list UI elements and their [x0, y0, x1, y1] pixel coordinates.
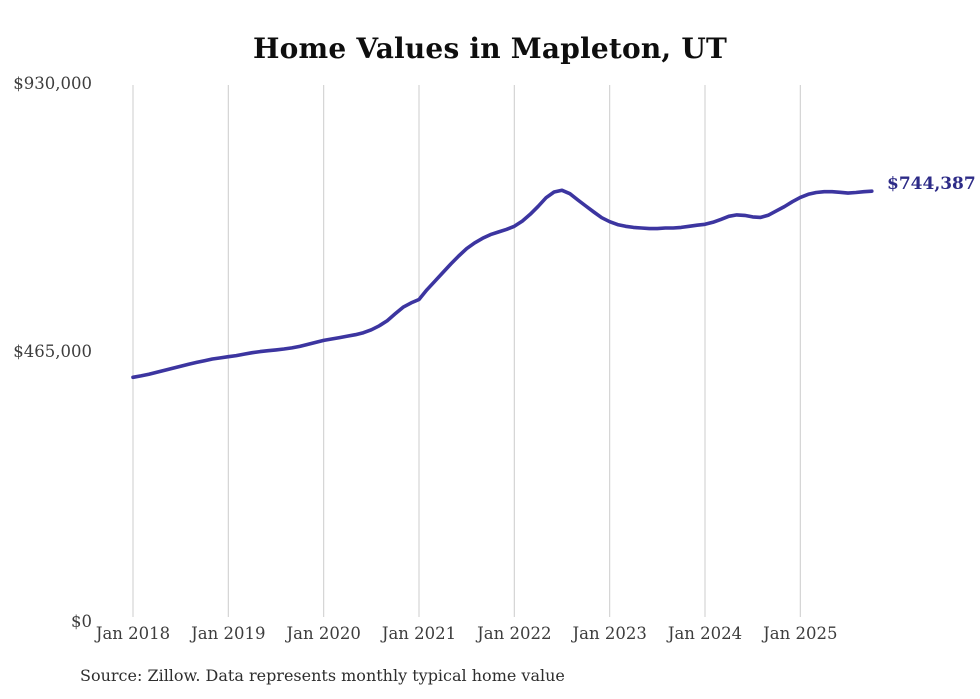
x-axis-tick-jan-2022: Jan 2022	[477, 624, 552, 643]
x-axis-tick-jan-2023: Jan 2023	[572, 624, 647, 643]
x-axis-tick-jan-2024: Jan 2024	[667, 624, 743, 643]
x-axis-tick-jan-2018: Jan 2018	[95, 624, 171, 643]
x-axis-tick-jan-2025: Jan 2025	[763, 624, 838, 643]
y-axis-tick-930000: $930,000	[13, 74, 92, 93]
y-axis-tick-465000: $465,000	[13, 342, 92, 361]
y-axis-tick-0: $0	[71, 612, 92, 631]
x-axis-tick-jan-2020: Jan 2020	[286, 624, 361, 643]
x-axis-tick-jan-2019: Jan 2019	[191, 624, 266, 643]
chart-title: Home Values in Mapleton, UT	[253, 32, 727, 65]
source-note: Source: Zillow. Data represents monthly …	[80, 666, 565, 685]
home-value-series-line	[131, 188, 874, 380]
x-axis-tick-jan-2021: Jan 2021	[381, 624, 457, 643]
latest-value-label: $744,387	[887, 174, 976, 194]
